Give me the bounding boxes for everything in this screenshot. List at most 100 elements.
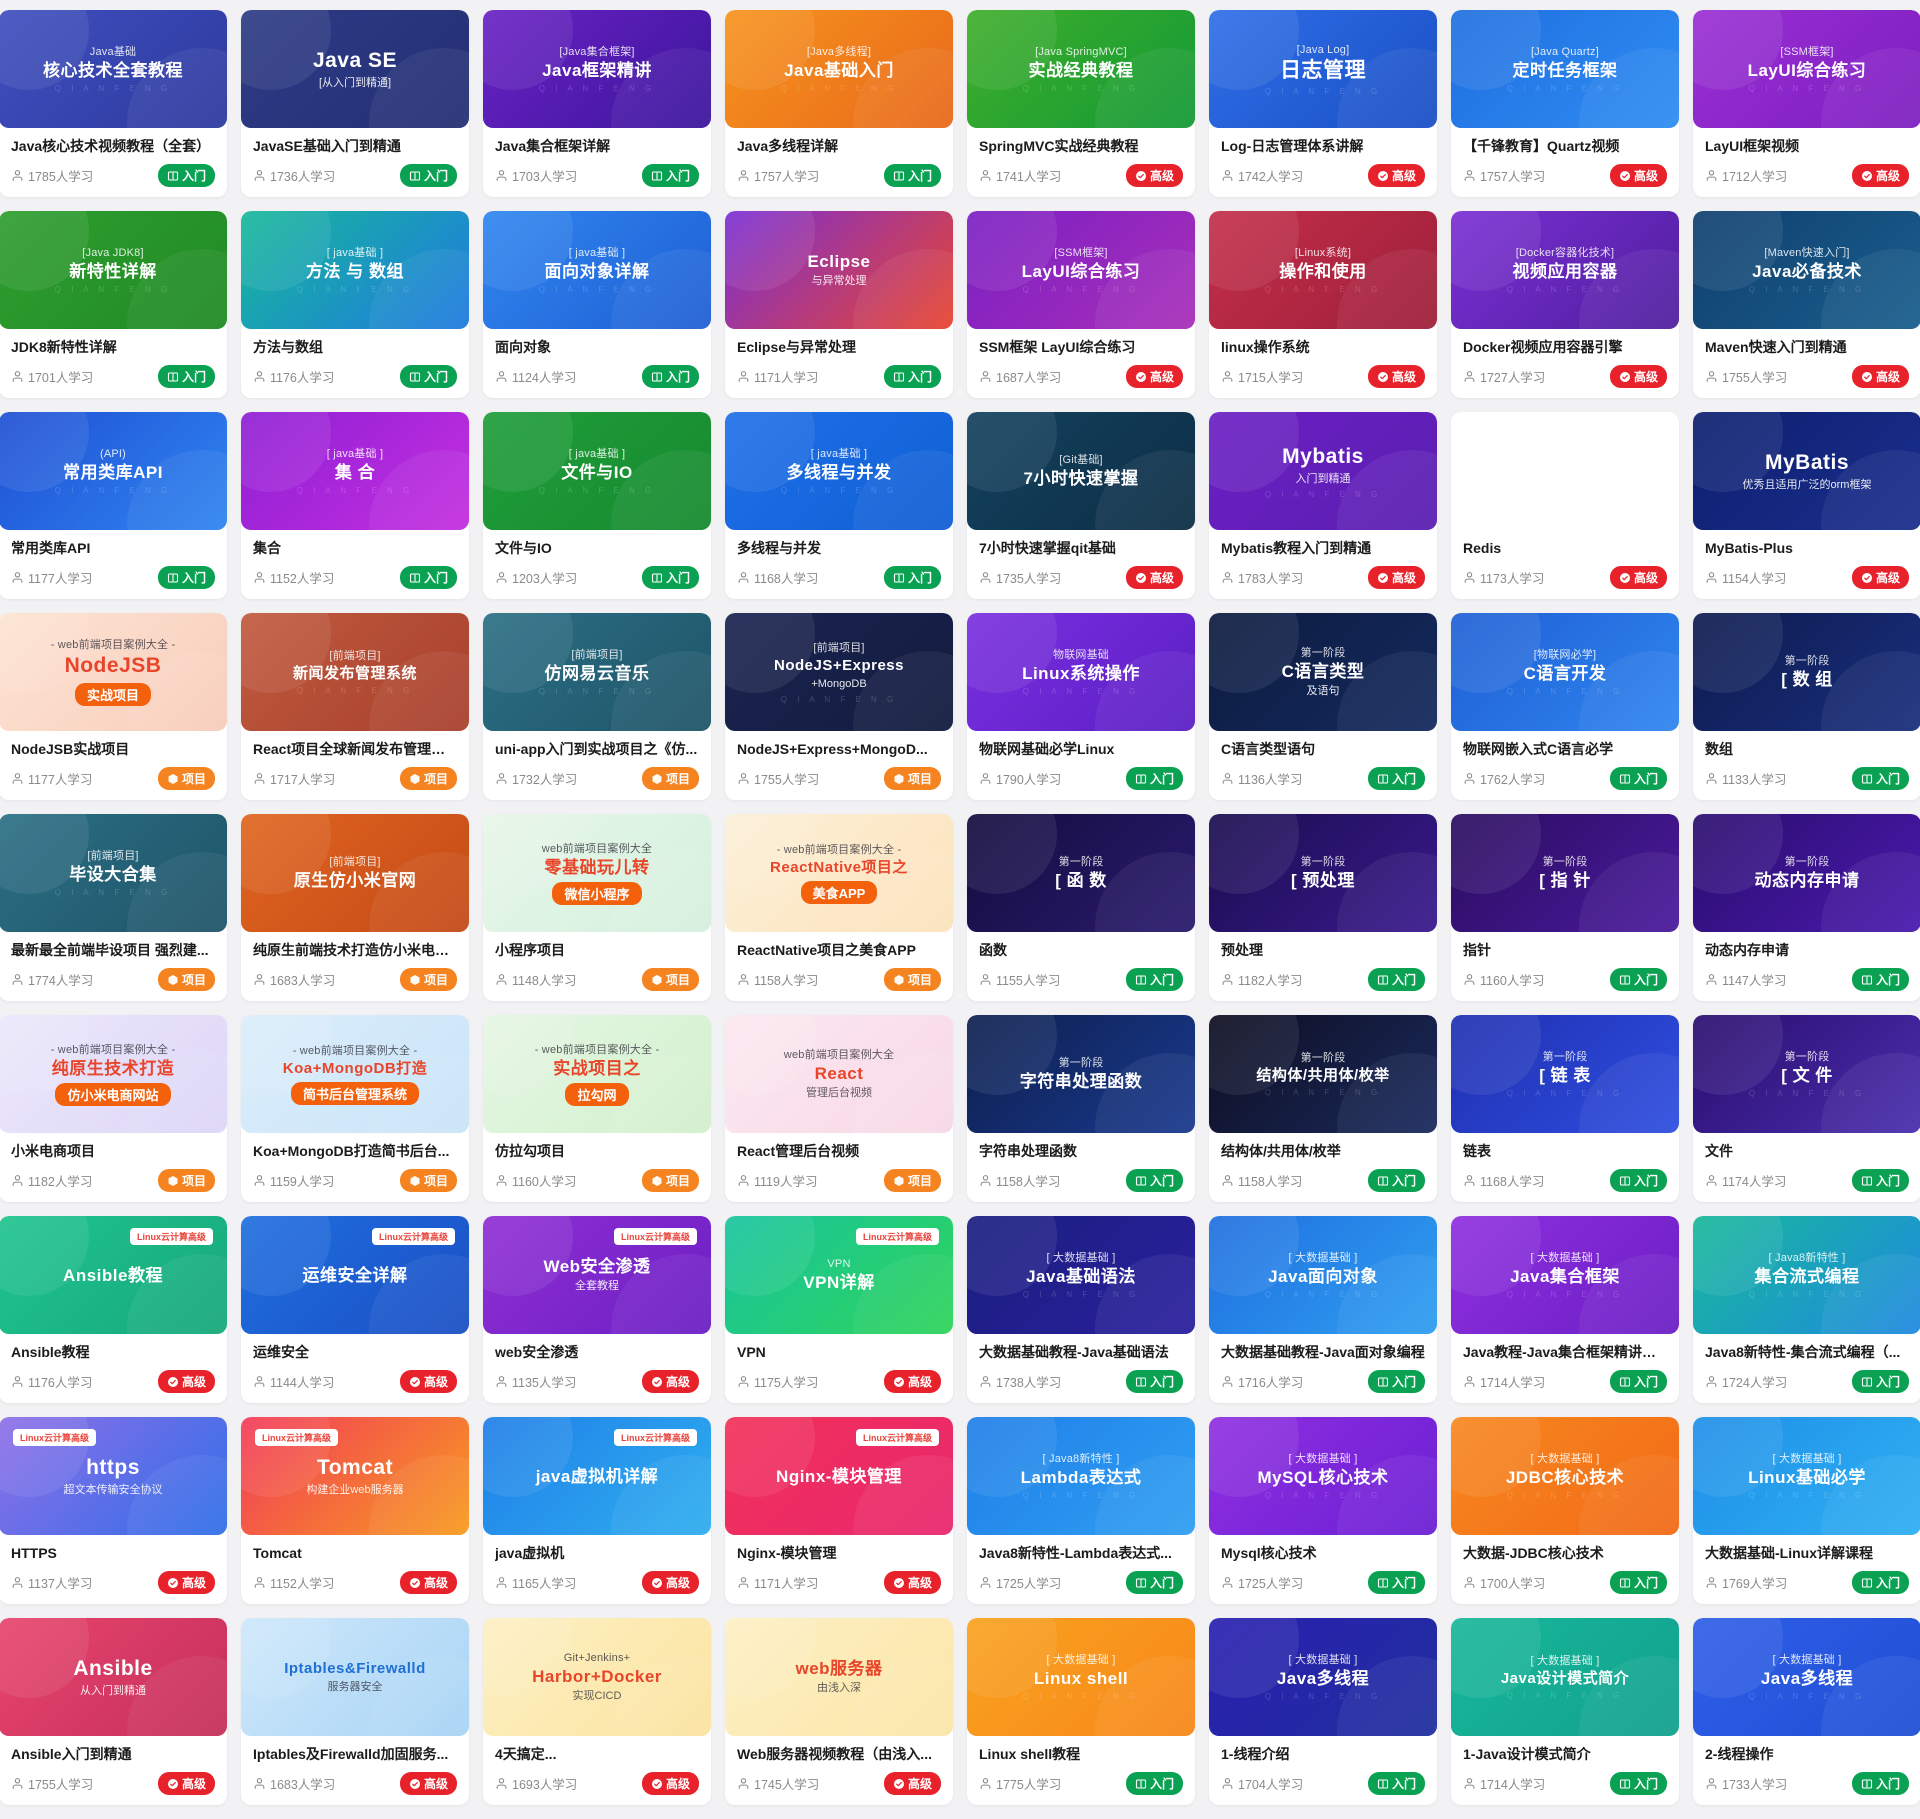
- level-badge-project[interactable]: 项目: [157, 767, 215, 790]
- course-card[interactable]: 第一阶段 结构体/共用体/枚举 Q I A N F E N G 结构体/共用体/枚举 1…: [1209, 1015, 1437, 1202]
- course-thumbnail[interactable]: Linux云计算高级 Ansible教程: [0, 1216, 227, 1334]
- course-card[interactable]: [ 大数据基础 ] Linux基础必学 Q I A N F E N G 大数据基础-L…: [1693, 1417, 1920, 1604]
- course-title[interactable]: 文件与IO: [495, 540, 552, 556]
- course-title[interactable]: 纯原生前端技术打造仿小米电商...: [253, 942, 457, 958]
- course-thumbnail[interactable]: [SSM框架] LayUI综合练习 Q I A N F E N G: [967, 211, 1195, 329]
- course-title[interactable]: Mysql核心技术: [1221, 1545, 1317, 1561]
- course-title[interactable]: SpringMVC实战经典教程: [979, 138, 1139, 154]
- course-card[interactable]: Linux云计算高级 https 超文本传输安全协议 HTTPS 1137人学习 高级: [0, 1417, 227, 1604]
- course-thumbnail[interactable]: [ Java8新特性 ] Lambda表达式 Q I A N F E N G: [967, 1417, 1195, 1535]
- course-title[interactable]: Nginx-模块管理: [737, 1545, 837, 1561]
- course-thumbnail[interactable]: [ 大数据基础 ] Java设计模式简介 Q I A N F E N G: [1451, 1618, 1679, 1736]
- course-title[interactable]: 1-Java设计模式简介: [1463, 1746, 1591, 1762]
- course-title[interactable]: 方法与数组: [253, 339, 323, 355]
- level-badge-intro[interactable]: 入门: [883, 365, 941, 388]
- course-card[interactable]: [ Java高级课程精讲 ] Redis Redis 1173人学习 高级: [1451, 412, 1679, 599]
- level-badge-intro[interactable]: 入门: [1609, 1370, 1667, 1393]
- course-card[interactable]: Java SE [从入门到精通] JavaSE基础入门到精通 1736人学习 入门: [241, 10, 469, 197]
- level-badge-intro[interactable]: 入门: [399, 566, 457, 589]
- level-badge-intro[interactable]: 入门: [1367, 968, 1425, 991]
- course-thumbnail[interactable]: Eclipse 与异常处理: [725, 211, 953, 329]
- course-thumbnail[interactable]: [前端项目] 毕设大合集 Q I A N F E N G: [0, 814, 227, 932]
- level-badge-advanced[interactable]: 高级: [641, 1772, 699, 1795]
- course-thumbnail[interactable]: 物联网基础 Linux系统操作 Q I A N F E N G: [967, 613, 1195, 731]
- course-title[interactable]: HTTPS: [11, 1545, 57, 1561]
- level-badge-intro[interactable]: 入门: [1125, 767, 1183, 790]
- course-thumbnail[interactable]: Java基础 核心技术全套教程 Q I A N F E N G: [0, 10, 227, 128]
- level-badge-advanced[interactable]: 高级: [1851, 164, 1909, 187]
- course-card[interactable]: 第一阶段 [ 预处理 预处理 1182人学习 入门: [1209, 814, 1437, 1001]
- course-thumbnail[interactable]: Git+Jenkins+ Harbor+Docker 实现CICD: [483, 1618, 711, 1736]
- level-badge-project[interactable]: 项目: [157, 1169, 215, 1192]
- course-thumbnail[interactable]: [ 大数据基础 ] Java集合框架 Q I A N F E N G: [1451, 1216, 1679, 1334]
- course-card[interactable]: [前端项目] NodeJS+Express +MongoDB Q I A N F E …: [725, 613, 953, 800]
- course-card[interactable]: [ java基础 ] 方法 与 数组 Q I A N F E N G 方法与数组 117…: [241, 211, 469, 398]
- course-card[interactable]: [Java集合框架] Java框架精讲 Q I A N F E N G Java集合框…: [483, 10, 711, 197]
- course-thumbnail[interactable]: [前端项目] 仿网易云音乐 Q I A N F E N G: [483, 613, 711, 731]
- course-thumbnail[interactable]: (API) 常用类库API Q I A N F E N G: [0, 412, 227, 530]
- course-thumbnail[interactable]: Linux云计算高级 运维安全详解: [241, 1216, 469, 1334]
- course-title[interactable]: 4天搞定...: [495, 1746, 557, 1762]
- level-badge-project[interactable]: 项目: [883, 767, 941, 790]
- level-badge-intro[interactable]: 入门: [1367, 1169, 1425, 1192]
- course-thumbnail[interactable]: 第一阶段 字符串处理函数: [967, 1015, 1195, 1133]
- course-title[interactable]: 动态内存申请: [1705, 942, 1789, 958]
- level-badge-advanced[interactable]: 高级: [1609, 566, 1667, 589]
- level-badge-intro[interactable]: 入门: [1367, 767, 1425, 790]
- course-thumbnail[interactable]: 第一阶段 C语言类型 及语句: [1209, 613, 1437, 731]
- course-thumbnail[interactable]: [Java Log] 日志管理 Q I A N F E N G: [1209, 10, 1437, 128]
- course-thumbnail[interactable]: [ 大数据基础 ] Java多线程 Q I A N F E N G: [1209, 1618, 1437, 1736]
- level-badge-project[interactable]: 项目: [641, 968, 699, 991]
- course-thumbnail[interactable]: [SSM框架] LayUI综合练习 Q I A N F E N G: [1693, 10, 1920, 128]
- course-card[interactable]: Linux云计算高级 Web安全渗透 全套教程 web安全渗透 1135人学习 高级: [483, 1216, 711, 1403]
- course-title[interactable]: SSM框架 LayUI综合练习: [979, 339, 1136, 355]
- course-title[interactable]: Docker视频应用容器引擎: [1463, 339, 1623, 355]
- level-badge-project[interactable]: 项目: [641, 1169, 699, 1192]
- course-card[interactable]: 第一阶段 [ 数 组数组 1133人学习 入门: [1693, 613, 1920, 800]
- course-title[interactable]: Mybatis教程入门到精通: [1221, 540, 1372, 556]
- course-thumbnail[interactable]: [ java基础 ] 文件与IO Q I A N F E N G: [483, 412, 711, 530]
- course-title[interactable]: java虚拟机: [495, 1545, 565, 1561]
- level-badge-intro[interactable]: 入门: [1851, 968, 1909, 991]
- course-title[interactable]: 【千锋教育】Quartz视频: [1463, 138, 1620, 154]
- course-title[interactable]: 大数据基础教程-Java基础语法: [979, 1344, 1169, 1360]
- course-title[interactable]: JavaSE基础入门到精通: [253, 138, 401, 154]
- course-title[interactable]: Java核心技术视频教程（全套）: [11, 138, 211, 154]
- course-card[interactable]: [物联网必学] C语言开发 Q I A N F E N G 物联网嵌入式C语言必学 17…: [1451, 613, 1679, 800]
- course-card[interactable]: MyBatis 优秀且适用广泛的orm框架 MyBatis-Plus 1154人学习 高…: [1693, 412, 1920, 599]
- level-badge-project[interactable]: 项目: [883, 968, 941, 991]
- level-badge-advanced[interactable]: 高级: [399, 1571, 457, 1594]
- course-card[interactable]: 第一阶段 [ 指 针指针 1160人学习 入门: [1451, 814, 1679, 1001]
- level-badge-advanced[interactable]: 高级: [883, 1772, 941, 1795]
- level-badge-intro[interactable]: 入门: [641, 164, 699, 187]
- level-badge-intro[interactable]: 入门: [641, 365, 699, 388]
- course-card[interactable]: [ 大数据基础 ] MySQL核心技术 Q I A N F E N G Mysql核心…: [1209, 1417, 1437, 1604]
- course-card[interactable]: - web前端项目案例大全 - NodeJSB 实战项目 NodeJSB实战项目 117…: [0, 613, 227, 800]
- level-badge-intro[interactable]: 入门: [641, 566, 699, 589]
- course-thumbnail[interactable]: [ Java8新特性 ] 集合流式编程 Q I A N F E N G: [1693, 1216, 1920, 1334]
- level-badge-advanced[interactable]: 高级: [1367, 164, 1425, 187]
- course-thumbnail[interactable]: [ java基础 ] 方法 与 数组 Q I A N F E N G: [241, 211, 469, 329]
- course-thumbnail[interactable]: [ 大数据基础 ] Linux shell Q I A N F E N G: [967, 1618, 1195, 1736]
- level-badge-advanced[interactable]: 高级: [157, 1772, 215, 1795]
- level-badge-project[interactable]: 项目: [399, 1169, 457, 1192]
- course-title[interactable]: 2-线程操作: [1705, 1746, 1774, 1762]
- level-badge-advanced[interactable]: 高级: [641, 1571, 699, 1594]
- course-title[interactable]: Maven快速入门到精通: [1705, 339, 1847, 355]
- course-thumbnail[interactable]: [Git基础] 7小时快速掌握: [967, 412, 1195, 530]
- level-badge-advanced[interactable]: 高级: [883, 1370, 941, 1393]
- level-badge-project[interactable]: 项目: [399, 968, 457, 991]
- course-thumbnail[interactable]: [前端项目] 原生仿小米官网: [241, 814, 469, 932]
- course-card[interactable]: - web前端项目案例大全 - Koa+MongoDB打造 简书后台管理系统 Koa+…: [241, 1015, 469, 1202]
- level-badge-project[interactable]: 项目: [157, 968, 215, 991]
- course-thumbnail[interactable]: Linux云计算高级 VPN VPN详解: [725, 1216, 953, 1334]
- course-title[interactable]: Iptables及Firewalld加固服务...: [253, 1746, 449, 1762]
- course-card[interactable]: 第一阶段 [ 函 数函数 1155人学习 入门: [967, 814, 1195, 1001]
- course-thumbnail[interactable]: - web前端项目案例大全 - 纯原生技术打造 仿小米电商网站: [0, 1015, 227, 1133]
- course-title[interactable]: 仿拉勾项目: [495, 1143, 565, 1159]
- level-badge-intro[interactable]: 入门: [1609, 1772, 1667, 1795]
- course-title[interactable]: 预处理: [1221, 942, 1263, 958]
- course-card[interactable]: [ java基础 ] 面向对象详解 Q I A N F E N G 面向对象 1124人…: [483, 211, 711, 398]
- course-card[interactable]: 第一阶段 C语言类型 及语句 C语言类型语句 1136人学习 入门: [1209, 613, 1437, 800]
- course-card[interactable]: 物联网基础 Linux系统操作 Q I A N F E N G 物联网基础必学Linu…: [967, 613, 1195, 800]
